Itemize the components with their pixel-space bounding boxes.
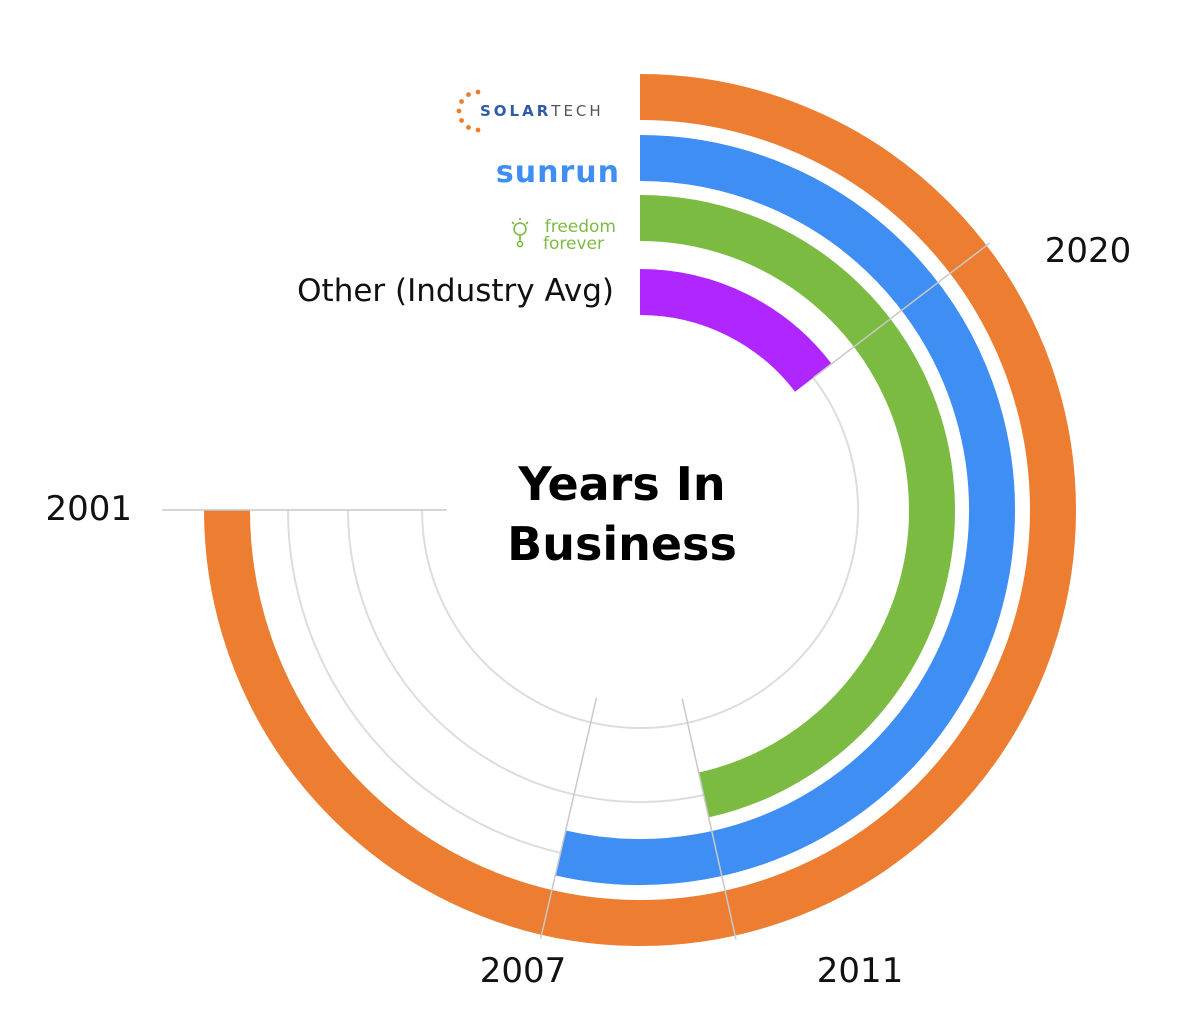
freedom-logo-line-2: forever <box>543 234 604 254</box>
guide-ring-2 <box>347 509 704 803</box>
tick-line-2020 <box>812 242 991 379</box>
sun-dot <box>475 89 481 95</box>
tick-label-2001: 2001 <box>45 489 132 529</box>
guide-ring-1 <box>287 509 561 854</box>
tick-label-2007: 2007 <box>480 951 567 991</box>
freedom-logo-line-1: freedom <box>545 217 616 237</box>
sun-dot <box>459 99 464 104</box>
sun-dot <box>475 127 481 133</box>
freedom-forever-logo: freedom forever <box>511 217 616 254</box>
sun-dot <box>459 118 464 123</box>
solartech-logo-tech: TECH <box>550 102 603 120</box>
arc-freedom-forever <box>639 195 955 818</box>
arc-sunrun <box>555 135 1015 885</box>
sun-dot <box>466 92 471 97</box>
tick-line-2007 <box>539 697 598 939</box>
sunrun-logo: sunrun <box>496 155 620 190</box>
solartech-logo-solar: SOLAR <box>480 102 551 120</box>
year-tick-labels: 2001 2007 2011 2020 <box>45 231 1131 991</box>
solartech-logo: SOLARTECH <box>456 89 604 133</box>
arc-other-industry-avg <box>639 269 832 393</box>
tick-line-2011 <box>681 698 737 940</box>
other-industry-avg-label: Other (Industry Avg) <box>297 273 614 309</box>
guide-lines <box>287 377 859 854</box>
sun-dot <box>466 125 471 130</box>
guide-ring-3 <box>421 377 859 729</box>
sun-dot <box>456 108 462 114</box>
svg-text:SOLARTECH: SOLARTECH <box>480 102 604 120</box>
chart-title-line-1: Years In <box>517 457 725 511</box>
tick-label-2020: 2020 <box>1045 231 1132 271</box>
series-arcs <box>204 74 1076 946</box>
chart-title-line-2: Business <box>507 517 737 571</box>
tick-label-2011: 2011 <box>817 951 904 991</box>
arc-solartech <box>204 74 1076 946</box>
lightbulb-icon <box>511 218 529 248</box>
sun-dots-icon <box>456 89 481 133</box>
